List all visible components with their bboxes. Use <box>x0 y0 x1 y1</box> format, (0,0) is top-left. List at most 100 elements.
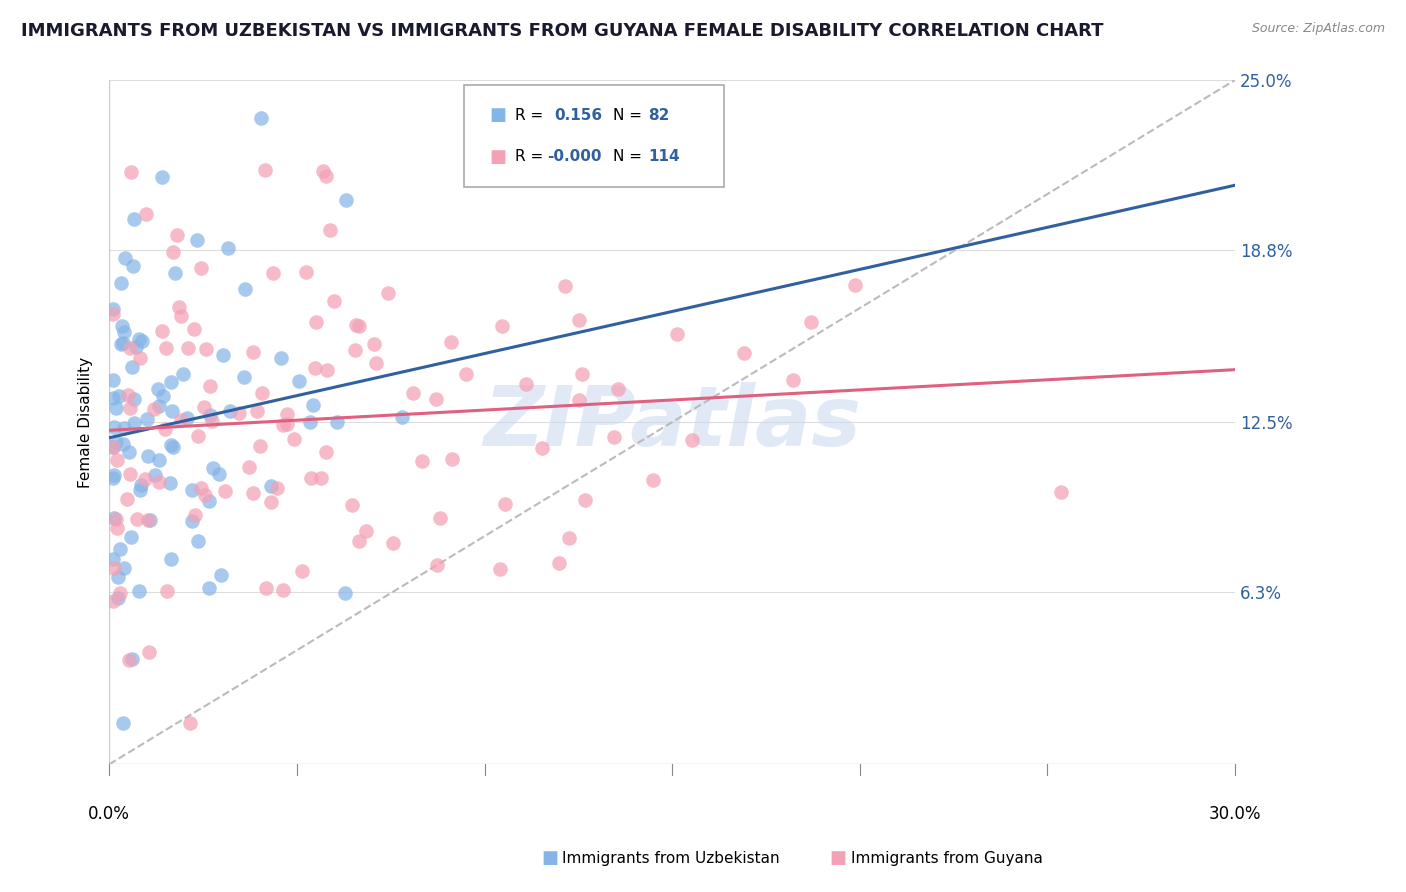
Point <box>425 392 447 406</box>
Point <box>295 265 318 279</box>
Point <box>271 583 294 598</box>
Point <box>101 552 124 566</box>
Point <box>170 412 193 426</box>
Point <box>202 461 225 475</box>
Point <box>323 293 346 308</box>
Point <box>128 583 150 598</box>
Point <box>120 165 142 179</box>
Point <box>101 470 124 484</box>
Point <box>139 513 162 527</box>
Point <box>260 479 283 493</box>
Point <box>315 169 337 183</box>
Point <box>214 484 236 499</box>
Point <box>603 430 626 444</box>
Point <box>315 445 337 459</box>
Point <box>117 388 139 402</box>
Point <box>143 401 166 416</box>
Point <box>187 428 209 442</box>
Point <box>568 313 591 327</box>
Point <box>219 403 242 417</box>
Point <box>128 332 150 346</box>
Point <box>110 337 132 351</box>
Point <box>316 363 339 377</box>
Point <box>153 422 176 436</box>
Point <box>170 310 193 324</box>
Text: R =: R = <box>515 149 543 164</box>
Point <box>208 467 231 481</box>
Point <box>242 485 264 500</box>
Point <box>101 373 124 387</box>
Point <box>249 439 271 453</box>
Point <box>228 406 250 420</box>
Point <box>121 359 143 374</box>
Y-axis label: Female Disability: Female Disability <box>79 357 93 488</box>
Point <box>122 392 145 407</box>
Point <box>531 441 554 455</box>
Text: 82: 82 <box>648 108 669 123</box>
Point <box>138 449 160 463</box>
Point <box>347 533 370 548</box>
Point <box>733 346 755 360</box>
Point <box>181 483 204 498</box>
Point <box>101 391 124 405</box>
Point <box>166 228 188 243</box>
Point <box>103 561 125 575</box>
Point <box>643 473 665 487</box>
Point <box>515 376 537 391</box>
Point <box>305 315 328 329</box>
Point <box>176 410 198 425</box>
Text: ■: ■ <box>830 849 846 867</box>
Text: ■: ■ <box>541 849 558 867</box>
Text: ■: ■ <box>489 106 506 124</box>
Point <box>172 367 194 381</box>
Point <box>291 564 314 578</box>
Text: ZIPatlas: ZIPatlas <box>484 382 860 463</box>
Point <box>491 319 513 334</box>
Point <box>121 259 143 273</box>
Point <box>118 341 141 355</box>
Point <box>150 169 173 184</box>
Point <box>111 716 134 731</box>
Point <box>124 211 146 226</box>
Point <box>800 315 823 329</box>
Point <box>186 233 208 247</box>
Point <box>118 653 141 667</box>
Point <box>273 417 295 432</box>
Point <box>254 581 277 595</box>
Text: -0.000: -0.000 <box>547 149 602 164</box>
Point <box>287 374 309 388</box>
Point <box>270 351 292 366</box>
Point <box>120 530 142 544</box>
Point <box>179 716 201 731</box>
Point <box>666 327 689 342</box>
Point <box>606 382 628 396</box>
Point <box>283 433 305 447</box>
Point <box>548 557 571 571</box>
Point <box>253 162 276 177</box>
Point <box>150 324 173 338</box>
Point <box>195 342 218 356</box>
Point <box>162 440 184 454</box>
Point <box>304 360 326 375</box>
Point <box>160 551 183 566</box>
Point <box>349 319 371 334</box>
Point <box>335 194 357 208</box>
Point <box>276 417 298 431</box>
Point <box>363 337 385 351</box>
Point <box>138 645 160 659</box>
Point <box>122 416 145 430</box>
Point <box>110 276 132 290</box>
Text: 0.0%: 0.0% <box>89 805 131 823</box>
Point <box>344 343 367 358</box>
Point <box>193 400 215 414</box>
Point <box>117 491 139 506</box>
Point <box>242 345 264 359</box>
Point <box>136 513 159 527</box>
Point <box>681 433 703 447</box>
Point <box>401 386 423 401</box>
Point <box>391 409 413 424</box>
Text: Immigrants from Guyana: Immigrants from Guyana <box>851 851 1042 865</box>
Text: 30.0%: 30.0% <box>1209 805 1261 823</box>
Point <box>146 382 169 396</box>
Point <box>108 542 131 557</box>
